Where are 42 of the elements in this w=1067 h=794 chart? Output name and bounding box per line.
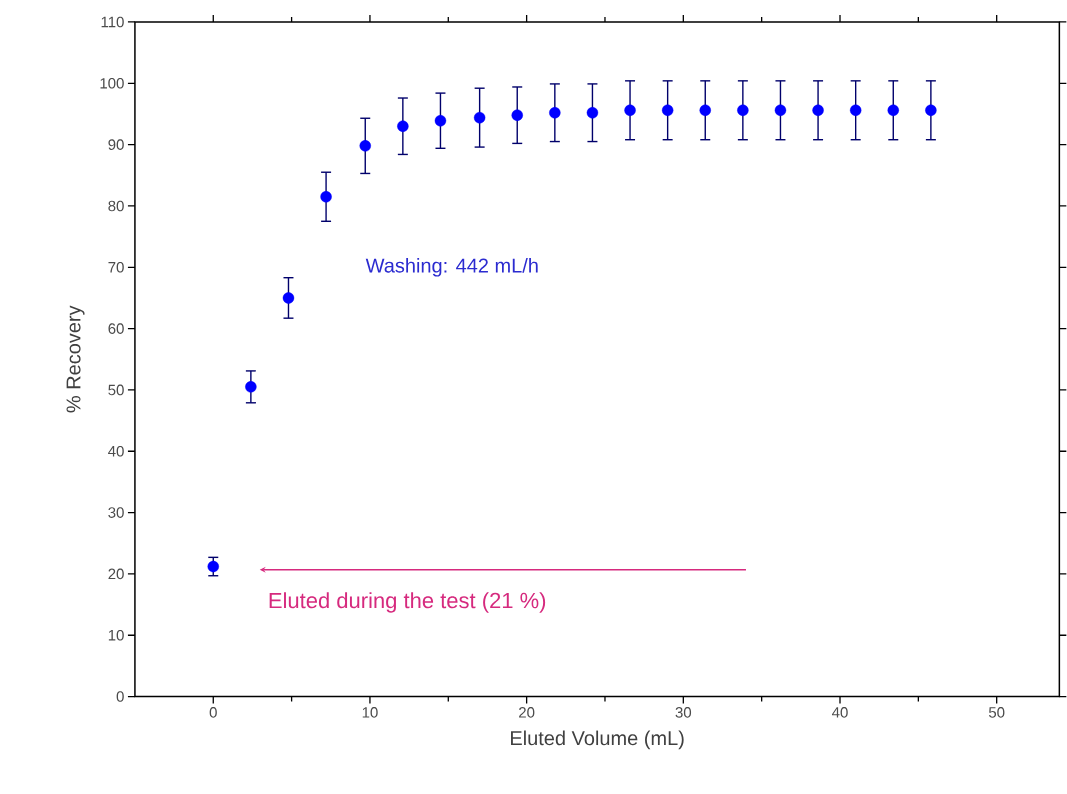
annotation: Washing: 442 mL/h xyxy=(365,258,538,277)
point xyxy=(245,381,257,393)
point xyxy=(586,107,599,119)
y-tick-label: 40 xyxy=(108,446,124,457)
x-tick-label: 40 xyxy=(832,707,848,718)
point xyxy=(624,104,636,117)
point xyxy=(359,140,371,152)
point xyxy=(661,104,674,117)
point xyxy=(511,109,523,122)
y-tick-label: 10 xyxy=(108,630,124,641)
point xyxy=(207,561,219,573)
y-tick-label: 50 xyxy=(108,384,124,396)
point xyxy=(925,104,937,117)
point xyxy=(473,112,486,124)
point xyxy=(737,104,749,117)
point xyxy=(849,104,862,117)
x-axis-title: Eluted Volume (mL) xyxy=(511,730,684,750)
x-tick-label: 50 xyxy=(988,707,1005,718)
x-tick-label: 30 xyxy=(675,707,692,718)
y-tick-label: 100 xyxy=(100,78,124,89)
y-tick-label: 90 xyxy=(108,139,124,151)
annotation: Eluted during the test (21 %) xyxy=(269,592,546,613)
y-tick-label: 110 xyxy=(101,16,124,28)
x-tick-label: 20 xyxy=(519,707,535,718)
point xyxy=(282,292,295,304)
y-tick-label: 20 xyxy=(108,568,124,580)
point xyxy=(774,104,787,117)
y-tick-label: 70 xyxy=(108,262,124,273)
y-tick-label: 80 xyxy=(108,200,124,212)
y-axis-title: % Recovery xyxy=(66,305,85,413)
point xyxy=(320,191,332,203)
x-tick-label: 10 xyxy=(362,707,378,718)
y-tick-label: 60 xyxy=(108,323,124,335)
y-tick-label: 0 xyxy=(116,691,124,703)
x-tick-label: 0 xyxy=(209,707,217,718)
point xyxy=(397,120,409,133)
point xyxy=(434,115,447,127)
point xyxy=(812,104,824,117)
y-tick-label: 30 xyxy=(108,507,124,519)
point xyxy=(549,107,561,119)
point xyxy=(887,104,899,117)
point xyxy=(699,104,711,117)
